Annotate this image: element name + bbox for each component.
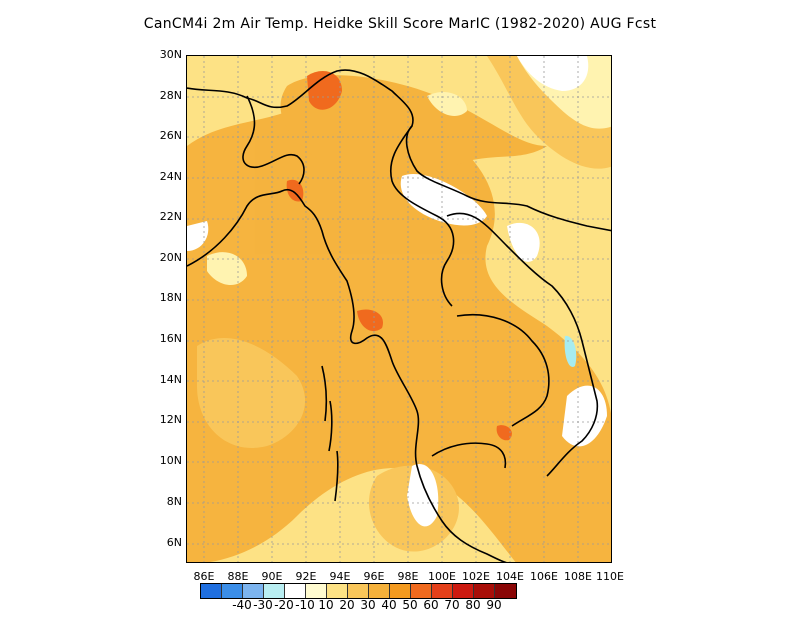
shading-40 bbox=[187, 75, 611, 562]
lat-label: 10N bbox=[159, 454, 182, 467]
lon-label: 86E bbox=[193, 570, 215, 583]
lat-label: 20N bbox=[159, 251, 182, 264]
lon-label: 90E bbox=[261, 570, 283, 583]
colorbar-label: -10 bbox=[295, 598, 315, 612]
colorbar-label: 90 bbox=[486, 598, 502, 612]
lat-label: 30N bbox=[159, 48, 182, 61]
lat-label: 28N bbox=[159, 89, 182, 102]
colorbar-swatch bbox=[432, 584, 453, 598]
lat-label: 14N bbox=[159, 373, 182, 386]
lat-label: 18N bbox=[159, 291, 182, 304]
colorbar-swatch bbox=[201, 584, 222, 598]
shading-10 bbox=[187, 56, 607, 527]
map-panel bbox=[186, 55, 612, 563]
coastlines-borders bbox=[187, 69, 611, 562]
graticule bbox=[187, 56, 611, 562]
lat-label: 12N bbox=[159, 413, 182, 426]
lon-label: 102E bbox=[462, 570, 490, 583]
colorbar-label: 50 bbox=[402, 598, 418, 612]
colorbar-swatch bbox=[474, 584, 495, 598]
lon-label: 110E bbox=[596, 570, 624, 583]
skill-score-map bbox=[187, 56, 611, 562]
lat-label: 22N bbox=[159, 210, 182, 223]
lat-label: 26N bbox=[159, 129, 182, 142]
shading-60 bbox=[286, 71, 512, 441]
colorbar-swatch bbox=[390, 584, 411, 598]
colorbar-swatch bbox=[495, 584, 516, 598]
lon-label: 94E bbox=[329, 570, 351, 583]
lat-label: 16N bbox=[159, 332, 182, 345]
colorbar-swatch bbox=[222, 584, 243, 598]
colorbar-label: 40 bbox=[381, 598, 397, 612]
map-title: CanCM4i 2m Air Temp. Heidke Skill Score … bbox=[143, 16, 657, 32]
lon-label: 106E bbox=[530, 570, 558, 583]
lon-label: 108E bbox=[564, 570, 592, 583]
colorbar-label: 80 bbox=[465, 598, 481, 612]
colorbar-swatch bbox=[327, 584, 348, 598]
lat-label: 6N bbox=[166, 536, 182, 549]
colorbar-swatch bbox=[369, 584, 390, 598]
lat-label: 24N bbox=[159, 170, 182, 183]
colorbar-swatch bbox=[348, 584, 369, 598]
lon-label: 88E bbox=[227, 570, 249, 583]
lon-label: 96E bbox=[363, 570, 385, 583]
colorbar-swatch bbox=[453, 584, 474, 598]
colorbar-label: -20 bbox=[274, 598, 294, 612]
colorbar-swatch bbox=[411, 584, 432, 598]
lon-label: 92E bbox=[295, 570, 317, 583]
colorbar-label: 10 bbox=[318, 598, 334, 612]
colorbar-swatch bbox=[264, 584, 285, 598]
colorbar-swatch bbox=[243, 584, 264, 598]
shading-neg10 bbox=[564, 335, 577, 367]
lon-label: 100E bbox=[428, 570, 456, 583]
colorbar-swatch bbox=[285, 584, 306, 598]
colorbar-label: -40 bbox=[232, 598, 252, 612]
colorbar-label: -30 bbox=[253, 598, 273, 612]
colorbar-swatch bbox=[306, 584, 327, 598]
lat-label: 8N bbox=[166, 495, 182, 508]
colorbar-label: 70 bbox=[444, 598, 460, 612]
colorbar-label: 20 bbox=[339, 598, 355, 612]
lon-label: 104E bbox=[496, 570, 524, 583]
colorbar-label: 30 bbox=[360, 598, 376, 612]
colorbar-label: 60 bbox=[423, 598, 439, 612]
lon-label: 98E bbox=[397, 570, 419, 583]
colorbar bbox=[200, 583, 517, 599]
